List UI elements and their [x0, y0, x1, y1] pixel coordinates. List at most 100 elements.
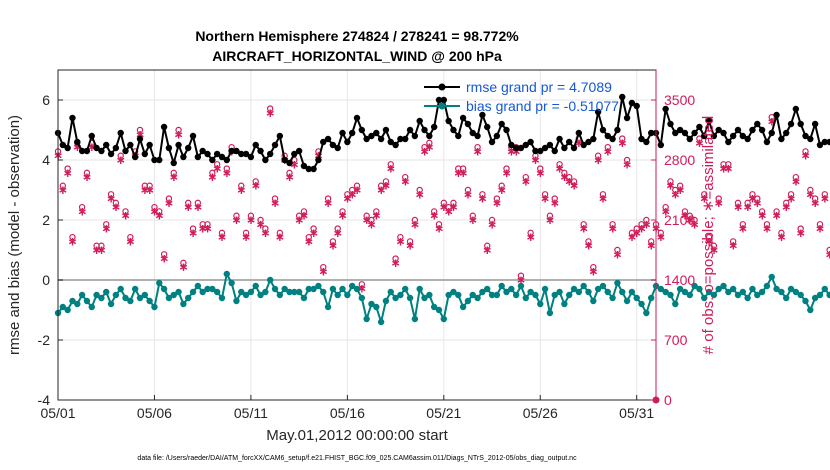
obs-possible-marker	[334, 225, 341, 232]
obs-possible-marker	[623, 156, 631, 164]
bias-point	[710, 291, 718, 299]
obs-possible-marker	[604, 143, 611, 151]
bias-point	[744, 294, 751, 302]
bias-point	[98, 294, 105, 302]
bias-point	[238, 288, 245, 296]
rmse-point	[561, 144, 568, 152]
rmse-point	[421, 126, 428, 134]
bias-point	[729, 285, 737, 293]
obs-possible-marker	[696, 135, 703, 142]
bias-point	[339, 285, 346, 293]
rmse-point	[78, 147, 86, 155]
bias-point	[768, 273, 775, 281]
obs-possible-marker	[643, 216, 650, 224]
legend-bias-label: bias grand pr = -0.51077	[466, 98, 619, 114]
obs-possible-marker	[633, 225, 640, 232]
obs-assimilated-marker: ∗	[786, 192, 796, 206]
obs-assimilated-marker: ∗	[405, 239, 415, 253]
bias-point	[136, 294, 144, 302]
rmse-point	[305, 165, 312, 173]
obs-assimilated-marker: ∗	[776, 230, 786, 244]
bias-point	[532, 291, 539, 299]
bias-point	[807, 306, 814, 314]
obs-assimilated-marker: ∗	[212, 162, 222, 176]
bias-point	[300, 294, 308, 302]
bias-point	[74, 300, 81, 308]
obs-assimilated-marker: ∗	[63, 166, 73, 180]
obs-assimilated-marker: ∗	[535, 166, 545, 180]
rmse-point	[739, 132, 747, 140]
rmse-point	[300, 162, 308, 170]
obs-possible-marker	[160, 251, 168, 258]
rmse-point	[204, 150, 211, 158]
obs-possible-marker	[98, 242, 105, 249]
rmse-point	[339, 129, 346, 137]
bias-point	[445, 291, 452, 299]
bias-point	[117, 285, 124, 293]
obs-possible-marker	[744, 199, 751, 207]
obs-assimilated-marker: ∗	[304, 234, 314, 248]
rmse-point	[88, 132, 95, 140]
obs-assimilated-marker: ∗	[294, 213, 304, 227]
bias-point	[324, 303, 332, 311]
bias-point	[348, 282, 356, 290]
obs-assimilated-marker: ∗	[718, 162, 728, 176]
rmse-point	[696, 123, 703, 131]
rmse-point	[93, 144, 100, 152]
bias-point	[758, 288, 766, 296]
obs-possible-marker	[387, 161, 394, 168]
chart-title-line1: Northern Hemisphere 274824 / 278241 = 98…	[195, 28, 519, 44]
rmse-point	[402, 135, 409, 143]
obs-possible-marker	[170, 169, 177, 177]
obs-possible-marker	[469, 212, 476, 219]
obs-possible-marker	[503, 165, 510, 172]
obs-possible-marker	[122, 208, 129, 215]
obs-assimilated-marker: ∗	[309, 226, 319, 240]
obs-assimilated-marker: ∗	[246, 213, 256, 227]
obs-possible-marker	[561, 169, 568, 177]
rmse-point	[623, 114, 631, 122]
rmse-point	[146, 141, 153, 149]
obs-possible-marker	[609, 221, 616, 228]
obs-possible-marker	[686, 212, 693, 219]
bias-point	[517, 282, 525, 290]
obs-assimilated-marker: ∗	[338, 209, 348, 223]
rmse-point	[363, 135, 370, 143]
obs-assimilated-marker: ∗	[289, 157, 299, 171]
bias-point	[802, 297, 809, 305]
bias-point	[377, 318, 385, 326]
rmse-point	[262, 156, 269, 164]
obs-assimilated-marker: ∗	[632, 226, 642, 240]
bias-point	[276, 291, 284, 299]
x-axis: 05/01 05/06 05/11 05/16 05/21 05/26 05/31	[40, 395, 654, 421]
obs-assimilated-marker: ∗	[463, 187, 473, 201]
rmse-point	[450, 126, 457, 134]
obs-assimilated-marker: ∗	[328, 239, 338, 253]
bias-point	[484, 285, 491, 293]
bias-point	[778, 288, 785, 296]
bias-point	[402, 285, 409, 293]
bias-point	[295, 288, 303, 296]
rmse-point	[580, 141, 587, 149]
bias-point	[363, 315, 370, 323]
obs-assimilated-marker: ∗	[825, 247, 830, 261]
rmse-point	[252, 141, 259, 149]
obs-possible-marker	[310, 225, 317, 232]
obs-assimilated-marker: ∗	[352, 183, 362, 197]
bias-point	[107, 300, 115, 308]
bias-point	[257, 291, 264, 299]
bias-point	[638, 300, 645, 308]
bias-point	[170, 291, 177, 299]
bias-point	[204, 285, 211, 293]
rmse-point	[112, 144, 120, 152]
obs-possible-marker	[754, 195, 761, 202]
bias-point	[103, 288, 110, 296]
rmse-point	[556, 135, 563, 143]
bias-point	[537, 300, 544, 308]
obs-possible-marker	[107, 191, 115, 198]
rmse-point	[749, 126, 756, 134]
obs-assimilated-marker: ∗	[805, 187, 815, 201]
bias-point	[821, 285, 828, 293]
bias-point	[681, 288, 689, 296]
obs-assimilated-marker: ∗	[468, 213, 478, 227]
